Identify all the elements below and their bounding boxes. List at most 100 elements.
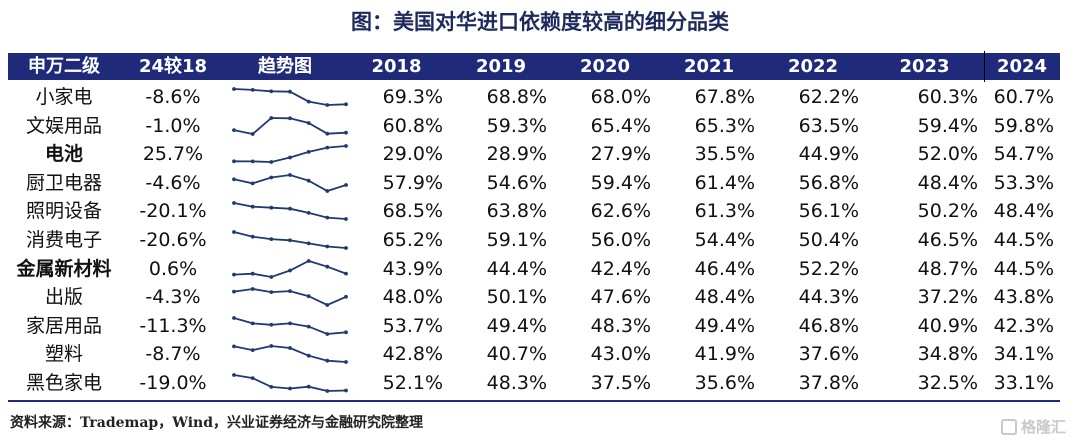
row-value: 37.2% [917,286,978,309]
watermark: 格隆汇 [1000,416,1066,437]
row-value: 49.4% [486,314,547,337]
sparkline-point [232,201,236,206]
header-year: 2018 [371,56,422,77]
sparkline-point [250,234,255,239]
row-value: 44.3% [798,286,859,309]
trend-sparkline [232,201,348,222]
row-value: 46.4% [694,257,755,280]
row-value: 35.5% [694,143,755,166]
row-change: 25.7% [142,143,204,166]
sparkline-point [344,360,348,365]
sparkline-point [232,177,236,181]
row-value: 59.1% [486,228,547,251]
row-value: 43.9% [382,257,443,280]
row-value: 59.4% [590,171,651,194]
row-value: 59.4% [917,114,978,137]
row-value: 40.7% [486,343,547,366]
sparkline-point [232,87,236,91]
sparkline-point [269,237,274,241]
row-value: 42.3% [993,314,1054,337]
sparkline-point [325,131,330,136]
trend-sparkline [232,373,348,393]
row-change: -19.0% [139,371,207,394]
row-value: 59.3% [486,114,547,137]
row-value: 63.5% [798,114,859,137]
table-row: 厨卫电器 -4.6% 57.9% 54.6% 59.4% 61.4% 56.8% 48.4% 5… [8,169,1060,198]
sparkline-point [344,330,348,334]
sparkline-point [250,271,255,276]
sparkline-line [233,316,347,335]
sparkline-point [269,175,274,180]
sparkline-point [232,289,236,294]
header-name: 申万二级 [28,56,100,77]
row-name: 出版 [44,286,83,309]
trend-sparkline [232,115,348,136]
sparkline-point [250,181,255,186]
sparkline-point [269,160,274,165]
row-value: 48.7% [917,257,978,280]
sparkline-point [250,159,255,164]
sparkline-point [269,206,274,210]
sparkline-point [306,120,311,125]
row-value: 46.5% [917,228,978,251]
sparkline-line [233,116,347,135]
sparkline-point [250,88,255,92]
row-change: -1.0% [145,114,201,137]
row-value: 48.0% [382,286,443,309]
row-name: 家居用品 [25,314,102,337]
row-value: 44.9% [798,143,859,166]
row-value: 60.7% [993,86,1054,108]
trend-sparkline [232,315,348,336]
row-value: 69.3% [382,86,443,108]
row-value: 37.6% [798,343,859,366]
sparkline-point [269,344,274,349]
row-change: -20.6% [139,228,207,251]
sparkline-point [344,182,348,187]
sparkline-point [306,150,311,154]
row-value: 54.6% [486,171,547,194]
table-body: 小家电 -8.6% 69.3% 68.8% 68.0% 67.8% 62.2% 60.3% 60… [8,83,1060,398]
row-value: 54.7% [993,143,1054,166]
row-value: 52.2% [798,257,859,280]
row-value: 62.2% [798,86,859,108]
sparkline-point [306,324,311,329]
sparkline-point [344,217,348,222]
sparkline-point [325,216,330,220]
sparkline-point [288,172,292,177]
row-name: 黑色家电 [25,371,102,394]
sparkline-point [306,211,311,216]
watermark-logo-icon [1000,418,1017,435]
sparkline-point [288,89,292,94]
sparkline-point [288,346,292,351]
sparkline-point [250,376,255,380]
sparkline-point [232,159,236,164]
row-value: 34.8% [917,343,978,366]
sparkline-point [288,321,292,326]
sparkline-line [233,145,347,164]
sparkline-point [325,145,330,150]
sparkline-point [269,89,274,94]
row-value: 48.3% [590,314,651,337]
page-title: 图：美国对华进口依赖度较高的细分品类 [351,10,729,34]
row-name: 小家电 [35,86,93,108]
header-year: 2019 [475,56,527,77]
row-value: 68.5% [382,200,443,223]
sparkline-point [232,230,236,234]
header-year: 2021 [683,56,735,77]
sparkline-point [269,384,274,389]
row-value: 62.6% [590,200,651,223]
sparkline-point [306,241,311,246]
table-row: 金属新材料 0.6% 43.9% 44.4% 42.4% 46.4% 52.2% 48.7% 4… [8,255,1060,284]
row-value: 60.8% [382,114,443,137]
sparkline-point [344,102,348,107]
sparkline-point [288,386,292,391]
row-value: 57.9% [382,171,443,194]
sparkline-point [306,99,311,104]
row-value: 56.1% [798,200,859,223]
row-value: 52.1% [382,371,443,394]
trend-sparkline [232,172,348,193]
row-value: 32.5% [917,371,978,394]
sparkline-line [233,202,347,221]
sparkline-point [250,205,255,209]
table-row: 照明设备 -20.1% 68.5% 63.8% 62.6% 61.3% 56.1% 50.2%… [8,197,1060,226]
